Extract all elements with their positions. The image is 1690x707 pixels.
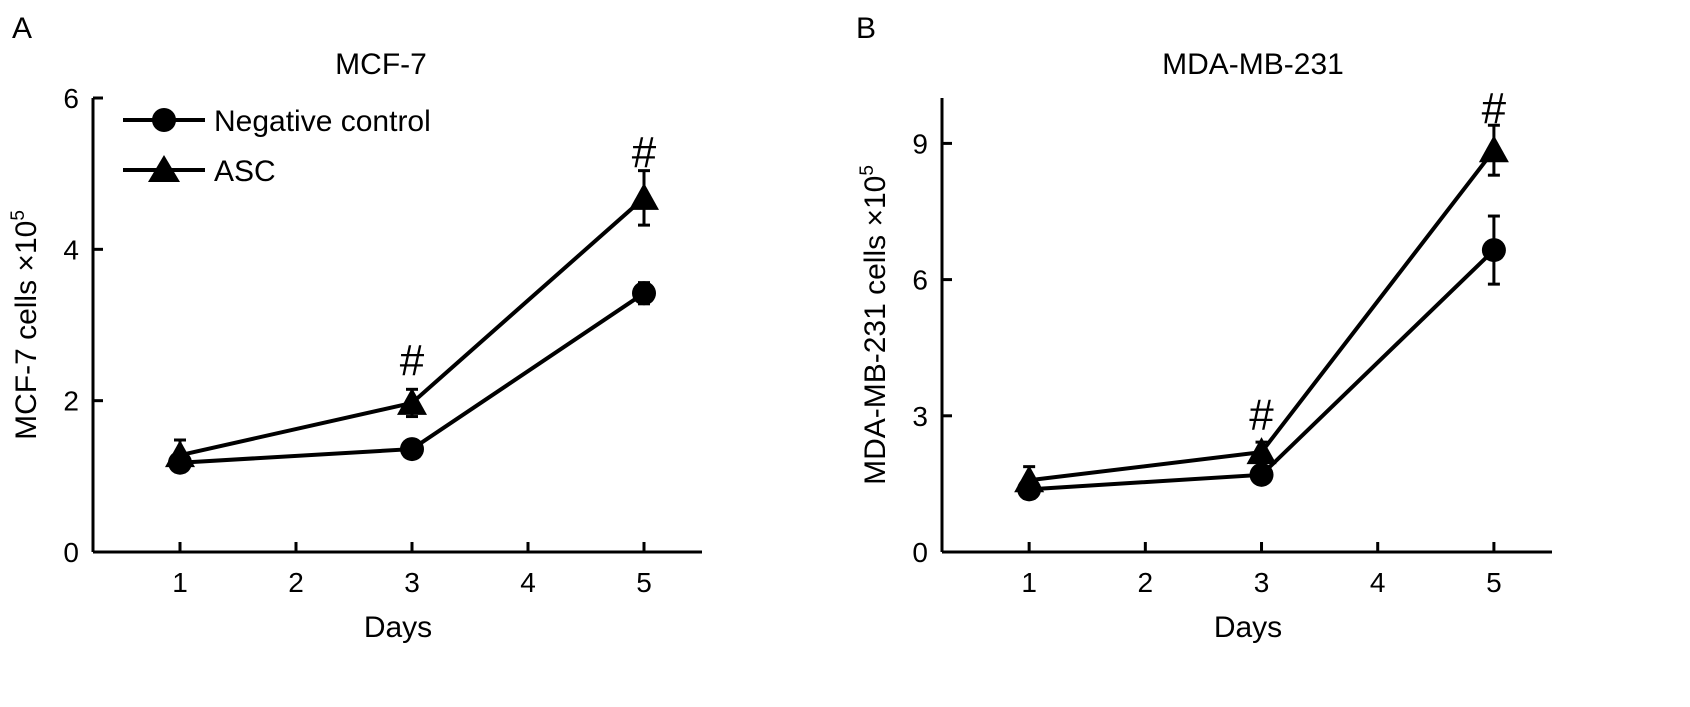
p0-x-tick-label-1: 2	[288, 567, 304, 598]
p1-y-tick-label-2: 6	[912, 265, 928, 296]
p1-y-tick-label-0: 0	[912, 537, 928, 568]
panel-label-a: A	[12, 12, 32, 45]
legend-label-negative-control: Negative control	[214, 105, 431, 138]
p1-y-tick-label-3: 9	[912, 128, 928, 159]
x-axis-label-b: Days	[1214, 611, 1282, 644]
p1-point-asc-0	[1014, 465, 1045, 493]
p1-significance-mark-0: #	[1249, 391, 1274, 440]
p0-x-tick-label-0: 1	[172, 567, 188, 598]
p0-x-tick-label-3: 4	[520, 567, 536, 598]
p0-y-tick-label-1: 2	[63, 386, 79, 417]
p1-x-tick-label-1: 2	[1138, 567, 1154, 598]
x-axis-label-a: Days	[364, 611, 432, 644]
legend-label-asc: ASC	[214, 155, 276, 188]
p1-y-tick-label-1: 3	[912, 401, 928, 432]
p0-point-negative-control-2	[632, 281, 656, 306]
p0-x-tick-label-2: 3	[404, 567, 420, 598]
p1-point-asc-2	[1478, 135, 1509, 163]
p0-point-asc-2	[629, 182, 659, 210]
panel-b-mda-mb-231: B MDA-MB-231 MDA-MB-231 cells ×105 Days …	[856, 12, 1552, 644]
p0-y-tick-label-3: 6	[63, 83, 79, 114]
p0-significance-mark-1: #	[632, 128, 657, 177]
y-axis-label-a: MCF-7 cells ×105	[8, 210, 43, 440]
p1-point-negative-control-2	[1481, 238, 1506, 263]
p0-point-negative-control-1	[400, 437, 424, 462]
y-axis-label-a-text: MCF-7 cells ×10	[10, 221, 43, 440]
y-axis-label-b: MDA-MB-231 cells ×105	[857, 165, 892, 485]
p0-significance-mark-0: #	[400, 336, 425, 385]
legend: Negative control ASC	[123, 105, 431, 188]
legend-marker-triangle-icon	[148, 155, 180, 182]
y-axis-label-a-sup: 5	[8, 210, 29, 221]
p0-y-tick-label-2: 4	[63, 234, 79, 265]
legend-marker-circle-icon	[152, 108, 176, 132]
p0-point-asc-1	[397, 387, 427, 415]
panel-a-mcf7: A MCF-7 MCF-7 cells ×105 Days Negative c…	[8, 12, 702, 644]
chart-title-a: MCF-7	[335, 48, 427, 81]
p0-x-tick-label-4: 5	[636, 567, 652, 598]
p0-y-tick-label-0: 0	[63, 537, 79, 568]
p1-x-tick-label-0: 1	[1021, 567, 1037, 598]
y-axis-label-b-text: MDA-MB-231 cells ×10	[859, 176, 892, 485]
y-axis-label-b-sup: 5	[857, 165, 878, 176]
p1-x-tick-label-2: 3	[1254, 567, 1270, 598]
panel-label-b: B	[856, 12, 876, 45]
p1-x-tick-label-3: 4	[1370, 567, 1386, 598]
p1-significance-mark-1: #	[1482, 84, 1507, 133]
p1-x-tick-label-4: 5	[1486, 567, 1502, 598]
p1-point-negative-control-1	[1249, 462, 1274, 487]
p1-point-asc-1	[1246, 437, 1277, 465]
chart-title-b: MDA-MB-231	[1162, 48, 1344, 81]
p0-point-asc-0	[165, 440, 195, 468]
